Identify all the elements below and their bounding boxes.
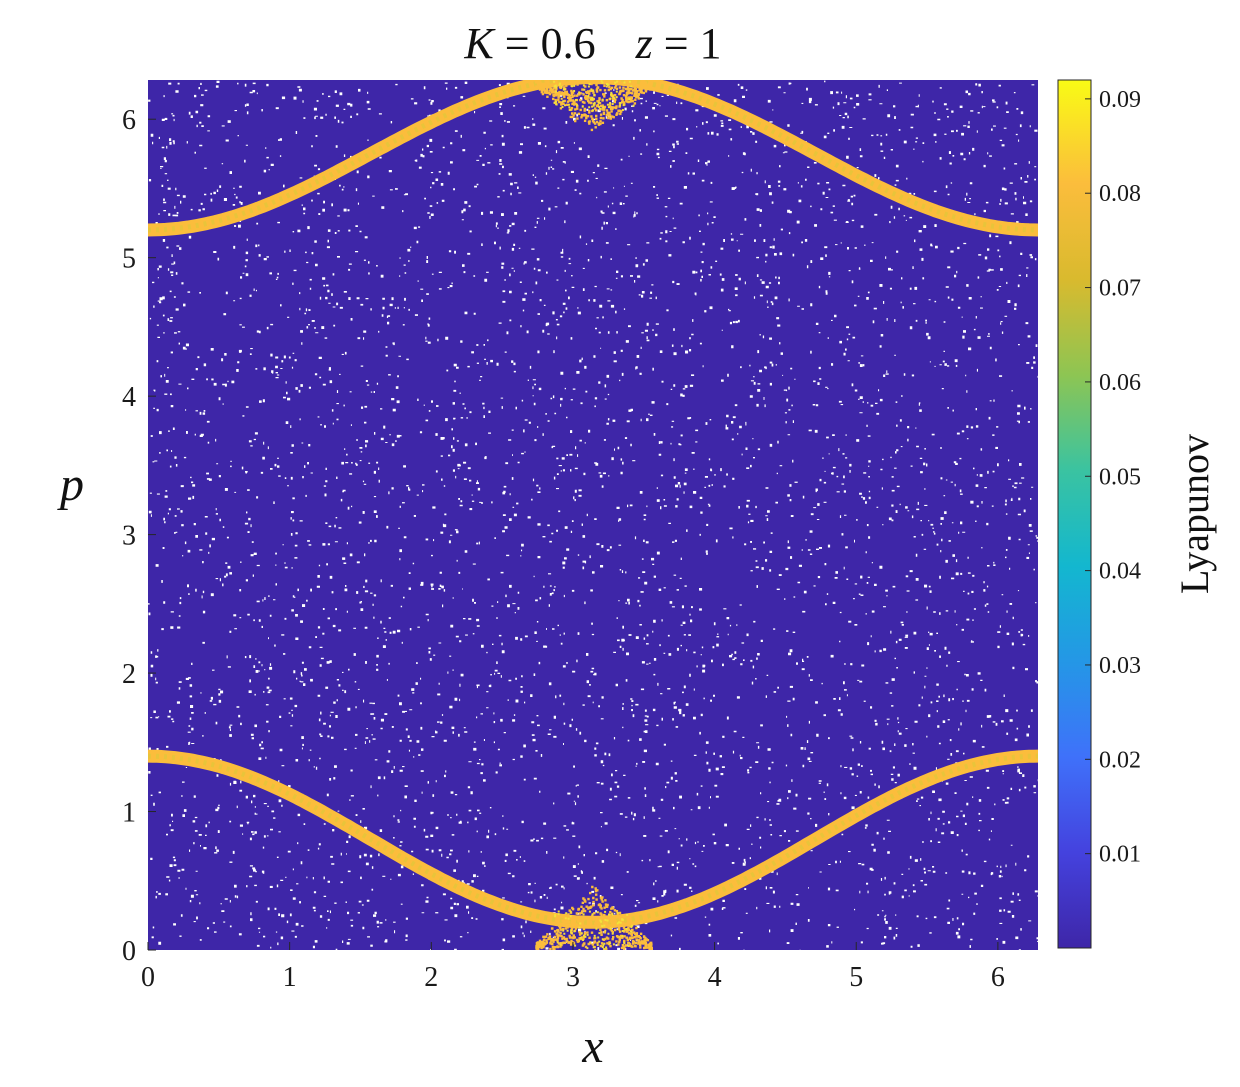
x-tick-label: 3: [566, 962, 580, 993]
title-z-value: = 1: [653, 19, 722, 68]
y-tick-label: 3: [122, 521, 136, 552]
colorbar: 0.01 0.02 0.03 0.04 0.05 0.06 0.07 0.08 0.09 Lya…: [1057, 79, 1217, 949]
lower-chaotic-band-texture: [148, 753, 1038, 925]
colorbar-label: Lyapunov: [1172, 434, 1217, 594]
x-tick-label: 0: [141, 962, 155, 993]
x-tick-label: 6: [991, 962, 1005, 993]
x-tick-label: 4: [708, 962, 722, 993]
colorbar-tick-label: 0.02: [1099, 747, 1141, 773]
chaotic-bands: [148, 80, 1038, 950]
chart-title: K = 0.6 z = 1: [463, 19, 721, 68]
y-tick-label: 0: [122, 936, 136, 967]
colorbar-tick-label: 0.06: [1099, 370, 1141, 396]
y-axis-label: p: [57, 458, 84, 511]
y-axis-ticks: 0 1 2 3 4 5 6: [122, 105, 156, 967]
colorbar-tick-label: 0.03: [1099, 653, 1141, 679]
colorbar-ticks: 0.01 0.02 0.03 0.04 0.05 0.06 0.07 0.08 0.09: [1085, 87, 1141, 868]
y-tick-label: 6: [122, 105, 136, 136]
plot-area: [148, 80, 1038, 950]
x-tick-label: 2: [424, 962, 438, 993]
plot-background: [148, 80, 1038, 950]
colorbar-tick-label: 0.05: [1099, 464, 1141, 490]
title-k: K: [463, 19, 496, 68]
colorbar-tick-label: 0.07: [1099, 276, 1141, 302]
colorbar-tick-label: 0.09: [1099, 87, 1141, 113]
x-axis-ticks: 0 1 2 3 4 5 6: [141, 942, 1005, 993]
title-z: z: [635, 19, 653, 68]
y-tick-label: 2: [122, 659, 136, 690]
upper-chaotic-band-texture: [148, 80, 1038, 233]
y-tick-label: 1: [122, 798, 136, 829]
title-k-value: = 0.6: [494, 19, 596, 68]
y-tick-label: 5: [122, 244, 136, 275]
x-tick-label: 5: [849, 962, 863, 993]
colorbar-tick-label: 0.01: [1099, 842, 1141, 868]
colorbar-tick-label: 0.08: [1099, 181, 1141, 207]
x-axis-label: x: [581, 1020, 603, 1073]
x-tick-label: 1: [283, 962, 297, 993]
colorbar-tick-label: 0.04: [1099, 559, 1141, 585]
colorbar-gradient: [1057, 79, 1092, 949]
y-tick-label: 4: [122, 382, 136, 413]
